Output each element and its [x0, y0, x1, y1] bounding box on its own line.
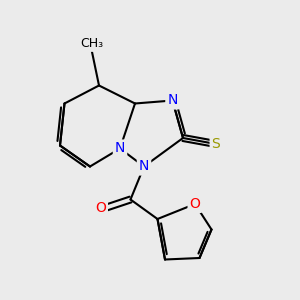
- Text: O: O: [190, 197, 200, 211]
- Text: CH₃: CH₃: [80, 37, 103, 50]
- Text: O: O: [95, 202, 106, 215]
- Text: N: N: [115, 142, 125, 155]
- Text: N: N: [167, 94, 178, 107]
- Text: S: S: [212, 137, 220, 151]
- Text: N: N: [139, 160, 149, 173]
